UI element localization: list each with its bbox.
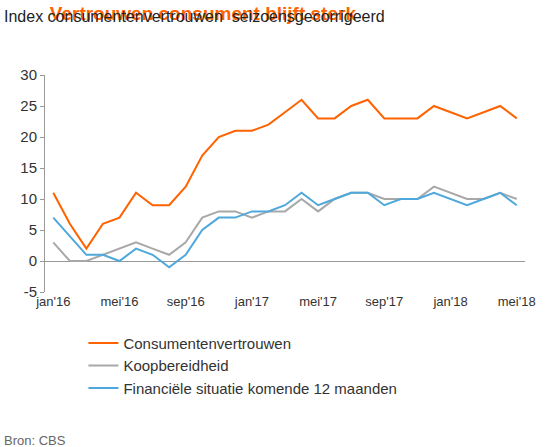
svg-text:30: 30: [20, 66, 37, 83]
svg-text:5: 5: [29, 221, 37, 238]
svg-text:Consumentenvertrouwen: Consumentenvertrouwen: [123, 335, 291, 352]
svg-text:-5: -5: [24, 283, 37, 300]
svg-text:Vertrouwen consument blijft st: Vertrouwen consument blijft sterk: [50, 3, 357, 24]
svg-text:sep'17: sep'17: [365, 294, 403, 309]
svg-text:0: 0: [29, 252, 37, 269]
svg-text:sep'16: sep'16: [167, 294, 205, 309]
svg-text:25: 25: [20, 97, 37, 114]
svg-text:jan'17: jan'17: [234, 294, 269, 309]
svg-text:Bron: CBS: Bron: CBS: [4, 433, 66, 447]
svg-text:mei'17: mei'17: [299, 294, 337, 309]
svg-text:jan'18: jan'18: [432, 294, 467, 309]
svg-text:mei'16: mei'16: [101, 294, 139, 309]
svg-text:15: 15: [20, 159, 37, 176]
svg-text:jan'16: jan'16: [35, 294, 70, 309]
svg-text:10: 10: [20, 190, 37, 207]
svg-text:20: 20: [20, 128, 37, 145]
svg-text:Financiële situatie komende 12: Financiële situatie komende 12 maanden: [123, 380, 397, 397]
svg-text:Index consumentenvertrouwen s: Index consumentenvertrouwen seizoensgeco…: [4, 8, 385, 25]
svg-text:Koopbereidheid: Koopbereidheid: [123, 357, 228, 374]
svg-text:mei'18: mei'18: [498, 294, 536, 309]
